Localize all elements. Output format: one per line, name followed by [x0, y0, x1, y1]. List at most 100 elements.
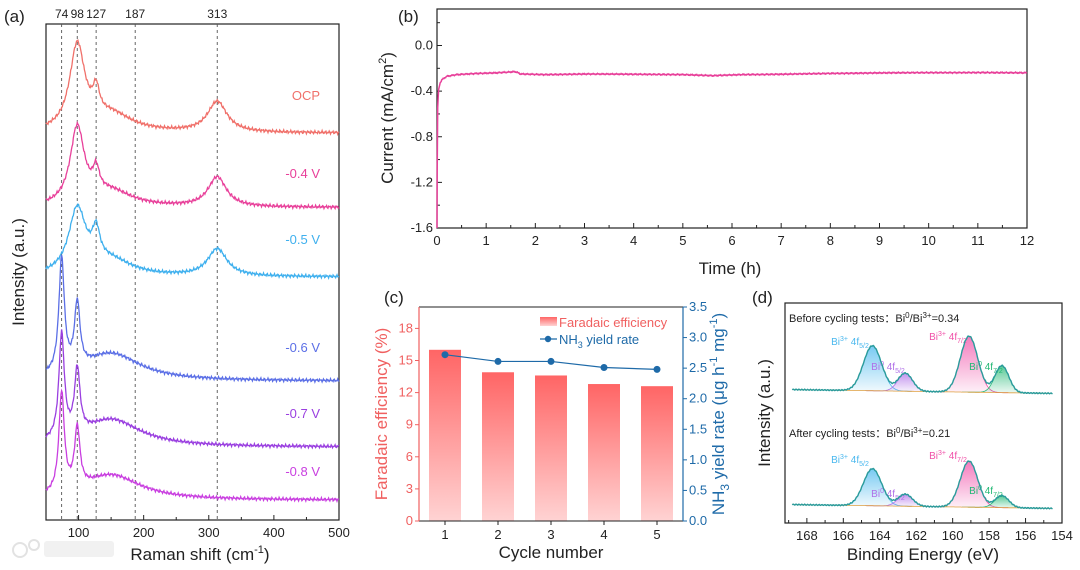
x-tick-label: 160 [942, 528, 964, 543]
x-tick-label: 6 [728, 233, 735, 248]
reference-label-98: 98 [71, 7, 85, 21]
component-fill-1-1 [865, 494, 946, 507]
component-fill-0-3 [961, 365, 1042, 394]
fe-bar-2 [482, 372, 514, 521]
x-tick-label: 168 [796, 528, 818, 543]
x-tick-label: 0 [433, 233, 440, 248]
panel-b-ylabel: Current (mA/cm2) [377, 52, 397, 184]
series-label-2: -0.5 V [285, 232, 320, 247]
y-tick-label: 0 [406, 513, 413, 528]
x-tick-label: 166 [832, 528, 854, 543]
x-tick-label: 100 [68, 525, 90, 540]
component-fill-1-3 [961, 495, 1042, 509]
ratio-annotation-0: Before cycling tests：Bi0/Bi3+=0.34 [789, 311, 959, 325]
panel-d-frame [784, 302, 1063, 524]
y-tick-label: -0.8 [411, 129, 433, 144]
y-tick-label: 3 [406, 481, 413, 496]
y2-tick-label: 0.5 [689, 482, 707, 497]
legend-fe-label: Faradaic efficiency [559, 315, 668, 330]
panel-d-ylabel: Intensity (a.u.) [755, 359, 774, 467]
x-tick-label: 5 [653, 527, 660, 542]
x-tick-label: 7 [778, 233, 785, 248]
y-tick-label: 12 [399, 385, 413, 400]
component-fill-0-0 [832, 345, 913, 392]
envelope-line-0 [791, 335, 1053, 395]
component-fill-1-0 [832, 468, 913, 507]
nh3-yield-point-2 [494, 357, 502, 365]
spectrum-line-2 [45, 203, 340, 280]
x-tick-label: 154 [1051, 528, 1073, 543]
y2-tick-label: 2.0 [689, 391, 707, 406]
panel-c-legend: Faradaic efficiency NH3 yield rate [540, 315, 668, 350]
spectrum-line-1 [45, 120, 340, 211]
y-tick-label: 15 [399, 353, 413, 368]
nh3-yield-point-5 [653, 365, 661, 373]
x-tick-label: 3 [547, 527, 554, 542]
peak-label: Bi3+ 4f5/2 [831, 454, 869, 468]
x-tick-label: 10 [921, 233, 935, 248]
reference-label-187: 187 [125, 7, 145, 21]
nh3-yield-point-1 [441, 351, 449, 359]
panel-a-xlabel: Raman shift (cm-1) [130, 544, 269, 564]
panel-b-current-chart: Current (mA/cm2) Time (h) 0 1 2 3 4 5 6 7 8 9 10 11… [377, 8, 1034, 278]
panel-a-label: (a) [4, 7, 25, 26]
panel-b-xlabel: Time (h) [699, 259, 762, 278]
reference-label-74: 74 [55, 7, 69, 21]
panel-a-ylabel: Intensity (a.u.) [9, 218, 28, 326]
x-tick-label: 11 [971, 233, 985, 248]
nh3-yield-point-4 [600, 364, 608, 372]
x-tick-label: 156 [1015, 528, 1037, 543]
panel-d-xps-chart: Intensity (a.u.) Binding Energy (eV) 168… [755, 302, 1073, 564]
component-fill-1-2 [929, 461, 1010, 508]
y-tick-label: -1.6 [411, 220, 433, 235]
x-tick-label: 4 [600, 527, 607, 542]
legend-nh3-label: NH3 yield rate [559, 332, 639, 350]
x-tick-label: 1 [441, 527, 448, 542]
component-fill-0-1 [865, 373, 946, 392]
y2-tick-label: 1.5 [689, 421, 707, 436]
x-tick-label: 200 [133, 525, 155, 540]
legend-dot-swatch [544, 335, 552, 343]
spectrum-line-0 [45, 38, 340, 137]
y-tick-label: 0.0 [415, 38, 433, 53]
y-tick-label: -0.4 [411, 83, 433, 98]
y-tick-label: 9 [406, 417, 413, 432]
x-tick-label: 1 [483, 233, 490, 248]
y-tick-label: -1.2 [411, 174, 433, 189]
x-tick-label: 9 [876, 233, 883, 248]
x-tick-label: 2 [532, 233, 539, 248]
y2-tick-label: 3.5 [689, 299, 707, 314]
fe-bar-3 [535, 375, 567, 521]
y2-tick-label: 1.0 [689, 452, 707, 467]
panel-c-label: (c) [384, 288, 404, 307]
y-tick-label: 6 [406, 449, 413, 464]
panel-c-ylabel: Faradaic efficiency (%) [372, 328, 391, 501]
peak-label: Bi3+ 4f5/2 [831, 336, 869, 350]
peak-label: Bi0 4f7/2 [969, 361, 1003, 375]
x-tick-label: 300 [198, 525, 220, 540]
spectrum-line-5 [45, 388, 340, 504]
x-tick-label: 8 [827, 233, 834, 248]
panel-c-xlabel: Cycle number [499, 543, 604, 562]
x-tick-label: 12 [1020, 233, 1034, 248]
legend-bar-swatch [540, 317, 557, 326]
y2-tick-label: 3.0 [689, 330, 707, 345]
panel-c-y2label: NH3 yield rate (μg h-1 mg-1) [708, 313, 732, 515]
x-tick-label: 500 [328, 525, 350, 540]
nh3-yield-point-3 [547, 357, 555, 365]
component-fill-0-2 [929, 336, 1010, 393]
y-tick-label: 18 [399, 320, 413, 335]
x-tick-label: 162 [905, 528, 927, 543]
ratio-annotation-1: After cycling tests：Bi0/Bi3+=0.21 [789, 426, 950, 440]
panel-d-xlabel: Binding Energy (eV) [847, 545, 999, 564]
spectrum-line-4 [45, 329, 340, 450]
panel-b-frame [436, 8, 1028, 229]
peak-label: Bi0 4f5/2 [871, 361, 905, 375]
fe-bar-4 [588, 384, 620, 521]
panel-c-cycle-chart: Faradaic efficiency (%) NH3 yield rate (… [372, 299, 732, 562]
reference-label-127: 127 [86, 7, 106, 21]
peak-label: Bi0 4f5/2 [871, 488, 905, 502]
peak-label: Bi3+ 4f7/2 [929, 450, 967, 464]
panel-b-label: (b) [398, 7, 419, 26]
